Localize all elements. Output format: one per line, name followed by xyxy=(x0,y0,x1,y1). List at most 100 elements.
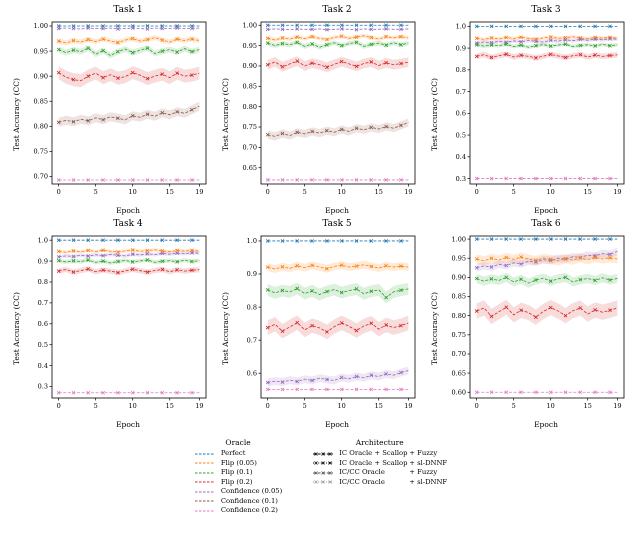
subplot-title: Task 4 xyxy=(113,219,143,229)
svg-text:0.4: 0.4 xyxy=(38,362,48,370)
svg-text:10: 10 xyxy=(338,402,346,410)
svg-text:0.80: 0.80 xyxy=(243,103,257,111)
svg-text:0.75: 0.75 xyxy=(243,123,257,131)
legend-item-label: Flip (0.1) xyxy=(220,468,253,477)
svg-text:0.75: 0.75 xyxy=(34,148,48,156)
x-axis-label: Epoch xyxy=(325,420,349,429)
svg-text:1.00: 1.00 xyxy=(452,235,466,243)
svg-text:0.80: 0.80 xyxy=(452,312,466,320)
svg-text:10: 10 xyxy=(338,188,346,196)
svg-text:19: 19 xyxy=(613,402,621,410)
svg-text:5: 5 xyxy=(94,188,98,196)
svg-text:0.9: 0.9 xyxy=(247,270,257,278)
svg-text:10: 10 xyxy=(547,188,555,196)
svg-text:0.7: 0.7 xyxy=(247,336,257,344)
plot-area-task-3: 0.3 0.4 0.5 0.6 0.7 0.8 0.9 1.0 0 5 10 15 19 xyxy=(456,21,625,196)
legend-item-architecture: IC/CC Oracle + sl-DNNF xyxy=(312,478,447,488)
svg-text:10: 10 xyxy=(129,402,137,410)
x-axis-label: Epoch xyxy=(534,206,558,215)
svg-text:0.3: 0.3 xyxy=(38,383,48,391)
x-axis-label: Epoch xyxy=(325,206,349,215)
svg-text:0.6: 0.6 xyxy=(38,320,48,328)
svg-text:15: 15 xyxy=(584,402,592,410)
subplot-task-3: Test Accuracy (CC) Task 3 0.3 0.4 0.5 0.6 0.… xyxy=(429,4,628,218)
subplot-task-5: Test Accuracy (CC) Task 5 0.6 0.7 0.8 0.9 1.… xyxy=(220,218,419,432)
svg-text:5: 5 xyxy=(512,402,516,410)
y-axis-label: Test Accuracy (CC) xyxy=(221,292,230,366)
legend-item-label: IC/CC Oracle + sl-DNNF xyxy=(339,477,448,486)
subplot-task-4: Test Accuracy (CC) Task 4 0.3 0.4 0.5 0.6 0.… xyxy=(11,218,210,432)
legend-item-label: Confidence (0.2) xyxy=(220,506,278,515)
svg-text:19: 19 xyxy=(195,402,203,410)
y-axis-label: Test Accuracy (CC) xyxy=(430,78,439,152)
svg-text:0.70: 0.70 xyxy=(452,350,466,358)
plot-area-task-4: 0.3 0.4 0.5 0.6 0.7 0.8 0.9 1.0 0 5 10 15 19 xyxy=(38,235,207,410)
plot-area-task-2: 0.65 0.70 0.75 0.80 0.85 0.90 0.95 1.00 0 5 10 15 19 xyxy=(243,21,416,196)
svg-text:0: 0 xyxy=(475,188,479,196)
subplot-title: Task 6 xyxy=(531,219,561,229)
svg-text:0: 0 xyxy=(57,402,61,410)
svg-text:0.8: 0.8 xyxy=(456,66,466,74)
svg-text:0.9: 0.9 xyxy=(456,44,466,52)
svg-text:0.6: 0.6 xyxy=(456,110,466,118)
y-axis-label: Test Accuracy (CC) xyxy=(221,78,230,152)
svg-text:0: 0 xyxy=(57,188,61,196)
svg-text:15: 15 xyxy=(584,188,592,196)
legend-line-sample xyxy=(313,470,334,475)
legend-architecture-title: Architecture xyxy=(355,438,404,447)
svg-text:0.90: 0.90 xyxy=(34,72,48,80)
legend-item-oracle: Confidence (0.2) xyxy=(194,506,282,516)
svg-text:0.7: 0.7 xyxy=(38,299,48,307)
svg-text:5: 5 xyxy=(94,402,98,410)
svg-text:0.95: 0.95 xyxy=(452,254,466,262)
legend-line-sample xyxy=(194,481,215,483)
svg-text:5: 5 xyxy=(512,188,516,196)
svg-text:0.3: 0.3 xyxy=(456,175,466,183)
svg-text:0.6: 0.6 xyxy=(247,369,257,377)
svg-text:0.65: 0.65 xyxy=(452,369,466,377)
legend-line-sample xyxy=(313,461,334,466)
svg-text:15: 15 xyxy=(166,402,174,410)
legend-item-label: Flip (0.2) xyxy=(220,477,253,486)
legend-oracle-group: Oracle Perfect Flip (0.05) Flip (0.1) Flip … xyxy=(194,438,282,516)
svg-text:15: 15 xyxy=(375,402,383,410)
legend-item-label: Confidence (0.1) xyxy=(220,496,278,505)
svg-text:10: 10 xyxy=(547,402,555,410)
svg-text:0.90: 0.90 xyxy=(243,62,257,70)
legend-architecture-group: Architecture IC Oracle + Scallop + Fuzzy I… xyxy=(312,438,447,487)
svg-text:19: 19 xyxy=(613,188,621,196)
subplot-task-1: Test Accuracy (CC) Task 1 0.70 0.75 0.80 0.… xyxy=(11,4,210,218)
legend-line-sample xyxy=(194,510,215,512)
subplot-row-1: Test Accuracy (CC) Task 1 0.70 0.75 0.80 0.… xyxy=(11,4,630,218)
legend-line-sample xyxy=(194,491,215,493)
legend-item-label: Flip (0.05) xyxy=(220,458,257,467)
svg-text:0.70: 0.70 xyxy=(243,144,257,152)
legend-item-oracle: Flip (0.1) xyxy=(194,468,282,478)
svg-text:0.85: 0.85 xyxy=(243,83,257,91)
svg-text:19: 19 xyxy=(195,188,203,196)
svg-text:0.70: 0.70 xyxy=(34,173,48,181)
legend-line-sample xyxy=(194,453,215,455)
svg-text:19: 19 xyxy=(404,402,412,410)
svg-text:0.90: 0.90 xyxy=(452,274,466,282)
legend-item-label: IC Oracle + Scallop + Fuzzy xyxy=(339,449,438,458)
svg-text:1.0: 1.0 xyxy=(456,23,466,31)
x-axis-label: Epoch xyxy=(534,420,558,429)
svg-text:0.95: 0.95 xyxy=(34,47,48,55)
y-axis-label: Test Accuracy (CC) xyxy=(430,292,439,366)
svg-text:0.85: 0.85 xyxy=(34,97,48,105)
legend-item-label: IC Oracle + Scallop + sl-DNNF xyxy=(339,458,448,467)
svg-text:0: 0 xyxy=(475,402,479,410)
svg-text:19: 19 xyxy=(404,188,412,196)
legend-architecture-items: IC Oracle + Scallop + Fuzzy IC Oracle + Sc… xyxy=(312,449,447,487)
legend-item-oracle: Flip (0.05) xyxy=(194,459,282,469)
plot-area-task-6: 0.60 0.65 0.70 0.75 0.80 0.85 0.90 0.95 1.00 0 5 10… xyxy=(452,235,625,410)
subplot-title: Task 2 xyxy=(322,5,352,15)
svg-text:0.8: 0.8 xyxy=(247,303,257,311)
x-axis-label: Epoch xyxy=(116,420,140,429)
legend-item-label: Perfect xyxy=(220,449,246,458)
svg-text:0: 0 xyxy=(266,188,270,196)
plot-area-task-1: 0.70 0.75 0.80 0.85 0.90 0.95 1.00 0 5 10 15 19 xyxy=(34,21,207,196)
svg-text:0.95: 0.95 xyxy=(243,42,257,50)
